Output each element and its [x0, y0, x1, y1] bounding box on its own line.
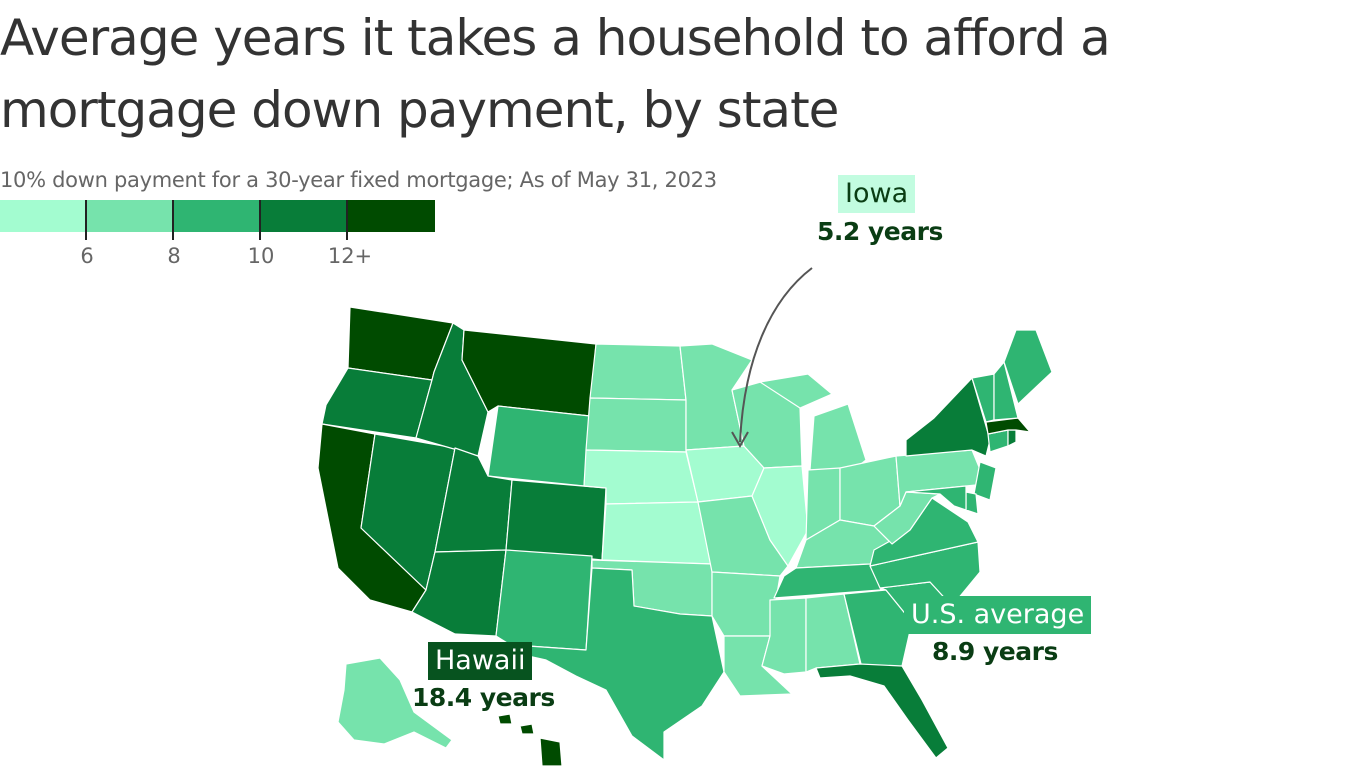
legend-tick-12: [346, 200, 348, 240]
legend-swatch-2: [87, 200, 174, 232]
us-average-callout-name: U.S. average: [904, 596, 1092, 634]
state-maryland[interactable]: Maryland: [905, 485, 967, 511]
legend-swatch-4: [261, 200, 348, 232]
state-florida[interactable]: Florida: [815, 663, 949, 759]
legend-swatch-1: [0, 200, 87, 232]
legend-label-10: 10: [247, 244, 275, 268]
state-oregon[interactable]: Oregon: [321, 367, 433, 439]
legend-swatch-5: [348, 200, 435, 232]
iowa-callout-name: Iowa: [838, 175, 916, 213]
hawaii-callout-name: Hawaii: [428, 642, 533, 680]
state-kansas[interactable]: Kansas: [601, 501, 713, 565]
legend-label-12-plus: 12+: [327, 244, 373, 268]
state-colorado[interactable]: Colorado: [505, 479, 607, 561]
state-north-dakota[interactable]: North Dakota: [589, 343, 687, 401]
iowa-callout-value: 5.2 years: [817, 217, 943, 246]
state-georgia[interactable]: Georgia: [843, 589, 913, 669]
chart-title: Average years it takes a household to af…: [0, 9, 1111, 139]
state-alaska[interactable]: Alaska: [337, 657, 453, 749]
color-legend: [0, 200, 440, 280]
legend-tick-6: [85, 200, 87, 240]
state-delaware[interactable]: Delaware: [965, 491, 979, 515]
state-new-jersey[interactable]: New Jersey: [973, 461, 997, 501]
state-maine[interactable]: Maine: [1003, 329, 1053, 405]
state-rhode-island[interactable]: Rhode Island: [1007, 429, 1017, 447]
hawaii-callout-value: 18.4 years: [412, 683, 555, 712]
legend-tick-8: [172, 200, 174, 240]
state-illinois[interactable]: Illinois: [751, 465, 809, 567]
state-new-hampshire[interactable]: New Hampshire: [993, 361, 1019, 421]
legend-label-6: 6: [80, 244, 94, 268]
state-south-dakota[interactable]: South Dakota: [585, 397, 687, 453]
iowa-callout-arrow-head: [731, 431, 749, 449]
chart-subtitle: 10% down payment for a 30-year fixed mor…: [0, 168, 717, 192]
state-wyoming[interactable]: Wyoming: [487, 405, 591, 487]
legend-tick-10: [259, 200, 261, 240]
us-average-callout-value: 8.9 years: [932, 637, 1058, 666]
state-hawaii[interactable]: Hawaii: [497, 713, 563, 767]
state-new-york[interactable]: New York: [905, 377, 991, 457]
legend-label-8: 8: [167, 244, 181, 268]
legend-swatch-3: [174, 200, 261, 232]
state-new-mexico[interactable]: New Mexico: [495, 549, 593, 657]
iowa-callout-arrow-line: [739, 267, 813, 443]
